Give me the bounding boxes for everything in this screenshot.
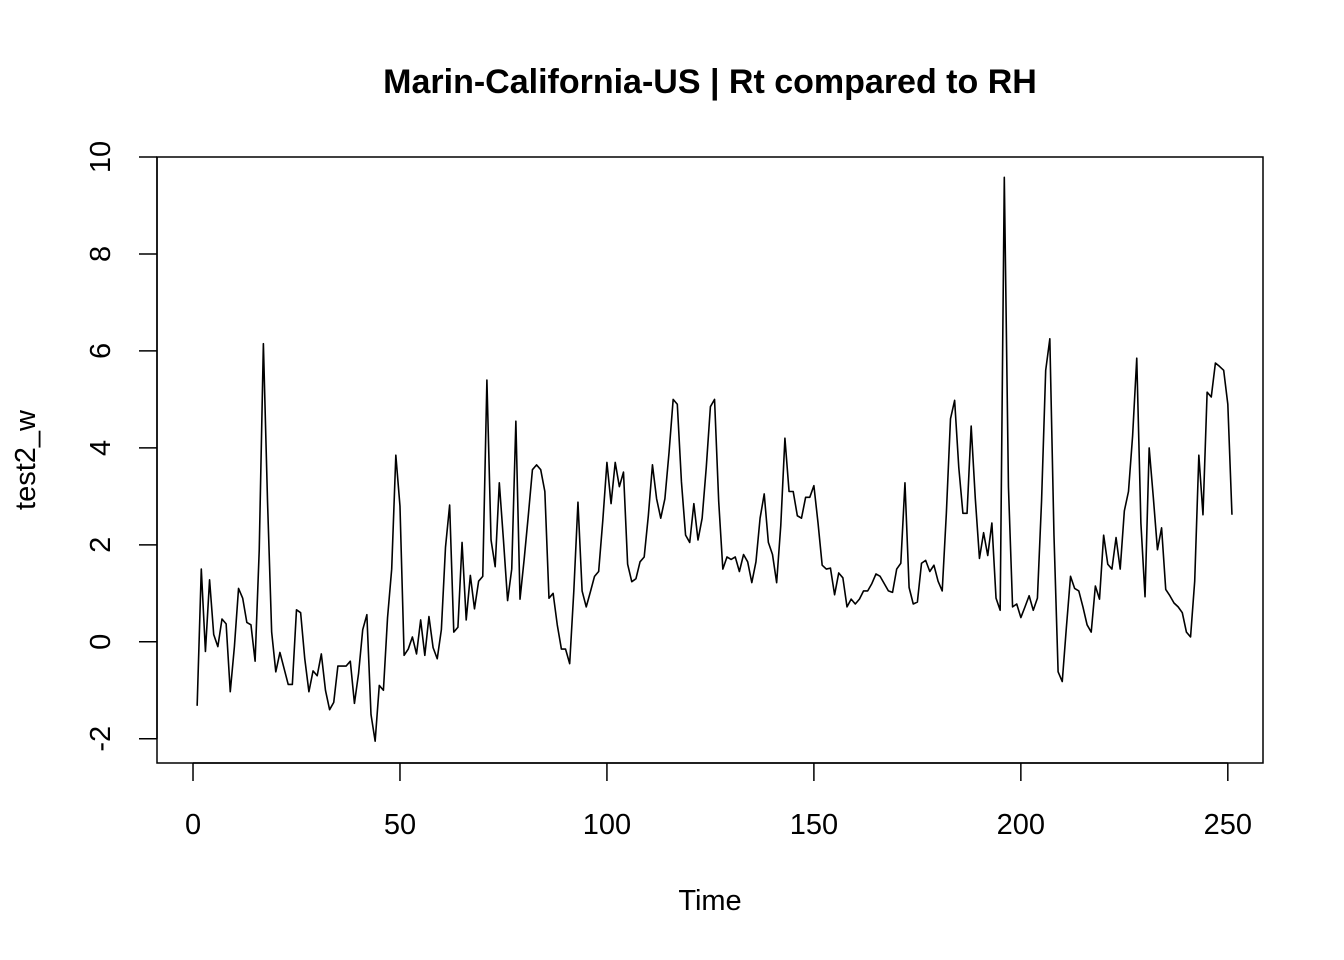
- x-axis: 0 50 100 150 200 250: [185, 762, 1252, 841]
- y-axis: -2 0 2 4 6 8 10: [85, 141, 158, 752]
- y-tick-label: 4: [85, 440, 117, 456]
- x-tick-label: 100: [583, 809, 631, 841]
- y-tick-label: 0: [85, 634, 117, 650]
- y-tick-label: 8: [85, 246, 117, 262]
- series-line: [196, 176, 1233, 742]
- x-axis-label: Time: [678, 885, 741, 917]
- y-tick-label: 10: [85, 141, 117, 173]
- x-tick-label: 150: [790, 809, 838, 841]
- x-tick-label: 50: [384, 809, 416, 841]
- chart-title: Marin-California-US | Rt compared to RH: [383, 63, 1037, 101]
- y-tick-label: 6: [85, 343, 117, 359]
- y-tick-label: 2: [85, 537, 117, 553]
- x-tick-label: 250: [1204, 809, 1252, 841]
- x-tick-label: 200: [997, 809, 1045, 841]
- y-tick-label: -2: [85, 726, 117, 752]
- y-axis-label: test2_w: [10, 409, 42, 510]
- x-tick-label: 0: [185, 809, 201, 841]
